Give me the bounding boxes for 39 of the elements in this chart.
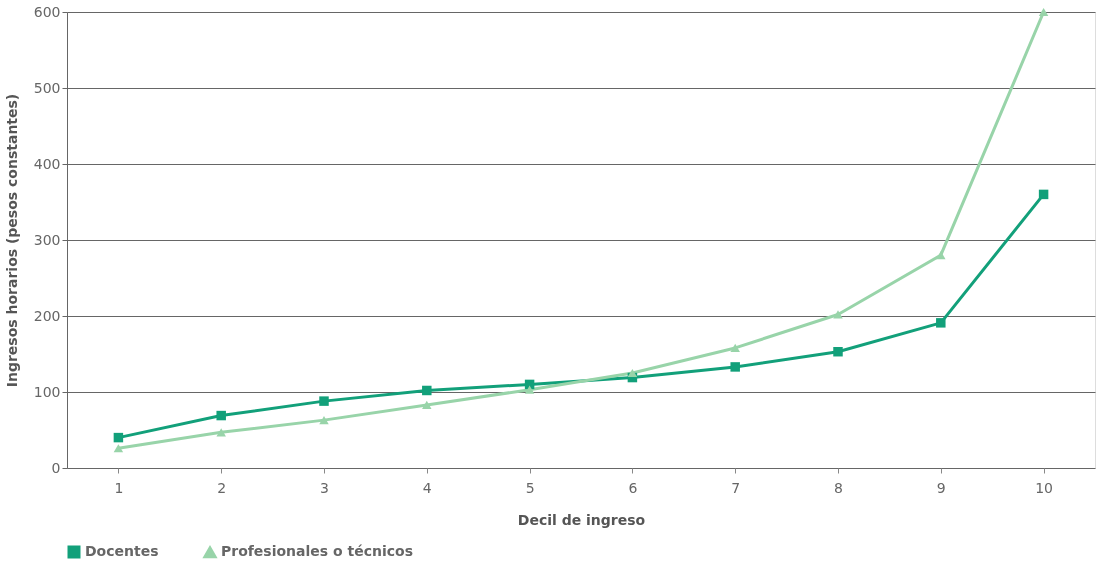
x-tick-label: 9 — [936, 479, 946, 496]
point — [422, 385, 432, 396]
legend-label: Docentes — [85, 543, 159, 559]
x-tick-label: 7 — [731, 479, 741, 496]
x-axis-title: Decil de ingreso — [517, 511, 646, 528]
x-tick-label: 4 — [422, 479, 432, 496]
point — [936, 318, 946, 328]
y-axis-title: Ingresos horarios (pesos constantes) — [3, 93, 20, 388]
x-tick-label: 8 — [834, 479, 843, 496]
point — [1038, 189, 1049, 200]
x-tick-label: 2 — [217, 479, 227, 496]
point — [833, 310, 843, 319]
x-tick-label: 10 — [1035, 479, 1054, 496]
y-tick-label: 300 — [33, 231, 61, 248]
y-tick-label: 200 — [33, 307, 61, 324]
point — [113, 444, 124, 453]
x-tick-label: 3 — [320, 479, 329, 496]
point — [422, 400, 432, 410]
point — [627, 368, 638, 378]
x-tick-label: 1 — [114, 479, 124, 496]
y-tick-label: 100 — [33, 383, 61, 400]
point — [833, 346, 843, 357]
point — [1038, 7, 1049, 17]
point — [524, 385, 535, 394]
y-tick-label: 400 — [33, 155, 61, 172]
x-tick-label: 6 — [628, 479, 638, 496]
point — [730, 343, 740, 353]
y-tick-label: 600 — [33, 3, 61, 20]
y-tick-label: 0 — [51, 459, 61, 476]
legend-label: Profesionales o técnicos — [221, 543, 414, 560]
point — [730, 362, 740, 372]
point — [216, 428, 226, 437]
point — [216, 410, 226, 421]
point — [113, 432, 124, 443]
y-tick-label: 500 — [33, 79, 61, 96]
point — [319, 416, 329, 425]
x-tick-label: 5 — [525, 479, 535, 496]
point — [936, 251, 946, 260]
point — [319, 396, 329, 406]
